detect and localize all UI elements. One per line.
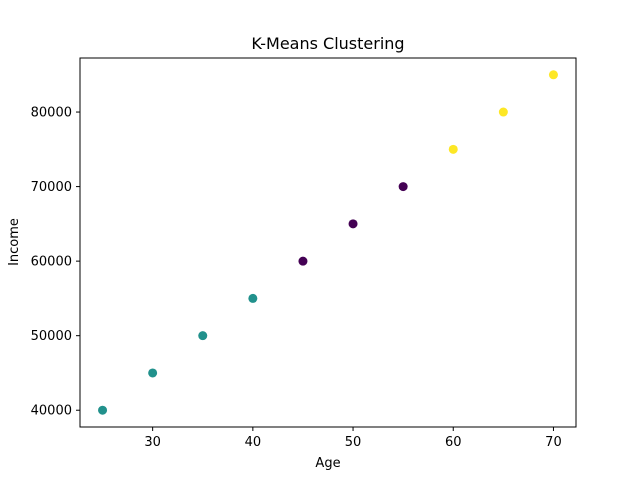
y-axis-label: Income bbox=[7, 218, 22, 266]
plot-frame bbox=[79, 57, 577, 428]
data-point-6 bbox=[348, 219, 358, 229]
x-tick-label: 30 bbox=[144, 435, 161, 450]
data-points bbox=[98, 70, 558, 415]
y-tick-label: 40000 bbox=[31, 404, 72, 419]
y-tick-label: 50000 bbox=[31, 329, 72, 344]
y-tick-label: 70000 bbox=[31, 180, 72, 195]
x-tick-label: 70 bbox=[545, 435, 562, 450]
data-point-9 bbox=[498, 107, 508, 117]
y-axis-ticks: 40000 50000 60000 70000 80000 bbox=[31, 106, 80, 419]
y-tick-label: 60000 bbox=[31, 255, 72, 270]
x-axis-ticks: 30 40 50 60 70 bbox=[144, 427, 562, 450]
chart-title: K-Means Clustering bbox=[251, 34, 404, 53]
x-tick-label: 60 bbox=[445, 435, 462, 450]
data-point-4 bbox=[248, 293, 258, 303]
data-point-8 bbox=[448, 144, 458, 154]
data-point-2 bbox=[148, 368, 158, 378]
x-tick-label: 40 bbox=[245, 435, 262, 450]
data-point-3 bbox=[198, 331, 208, 341]
data-point-5 bbox=[298, 256, 308, 266]
y-tick-label: 80000 bbox=[31, 106, 72, 121]
x-tick-label: 50 bbox=[345, 435, 362, 450]
data-point-10 bbox=[548, 70, 558, 80]
data-point-1 bbox=[98, 405, 108, 415]
data-point-7 bbox=[398, 182, 408, 192]
x-axis-label: Age bbox=[315, 456, 340, 471]
